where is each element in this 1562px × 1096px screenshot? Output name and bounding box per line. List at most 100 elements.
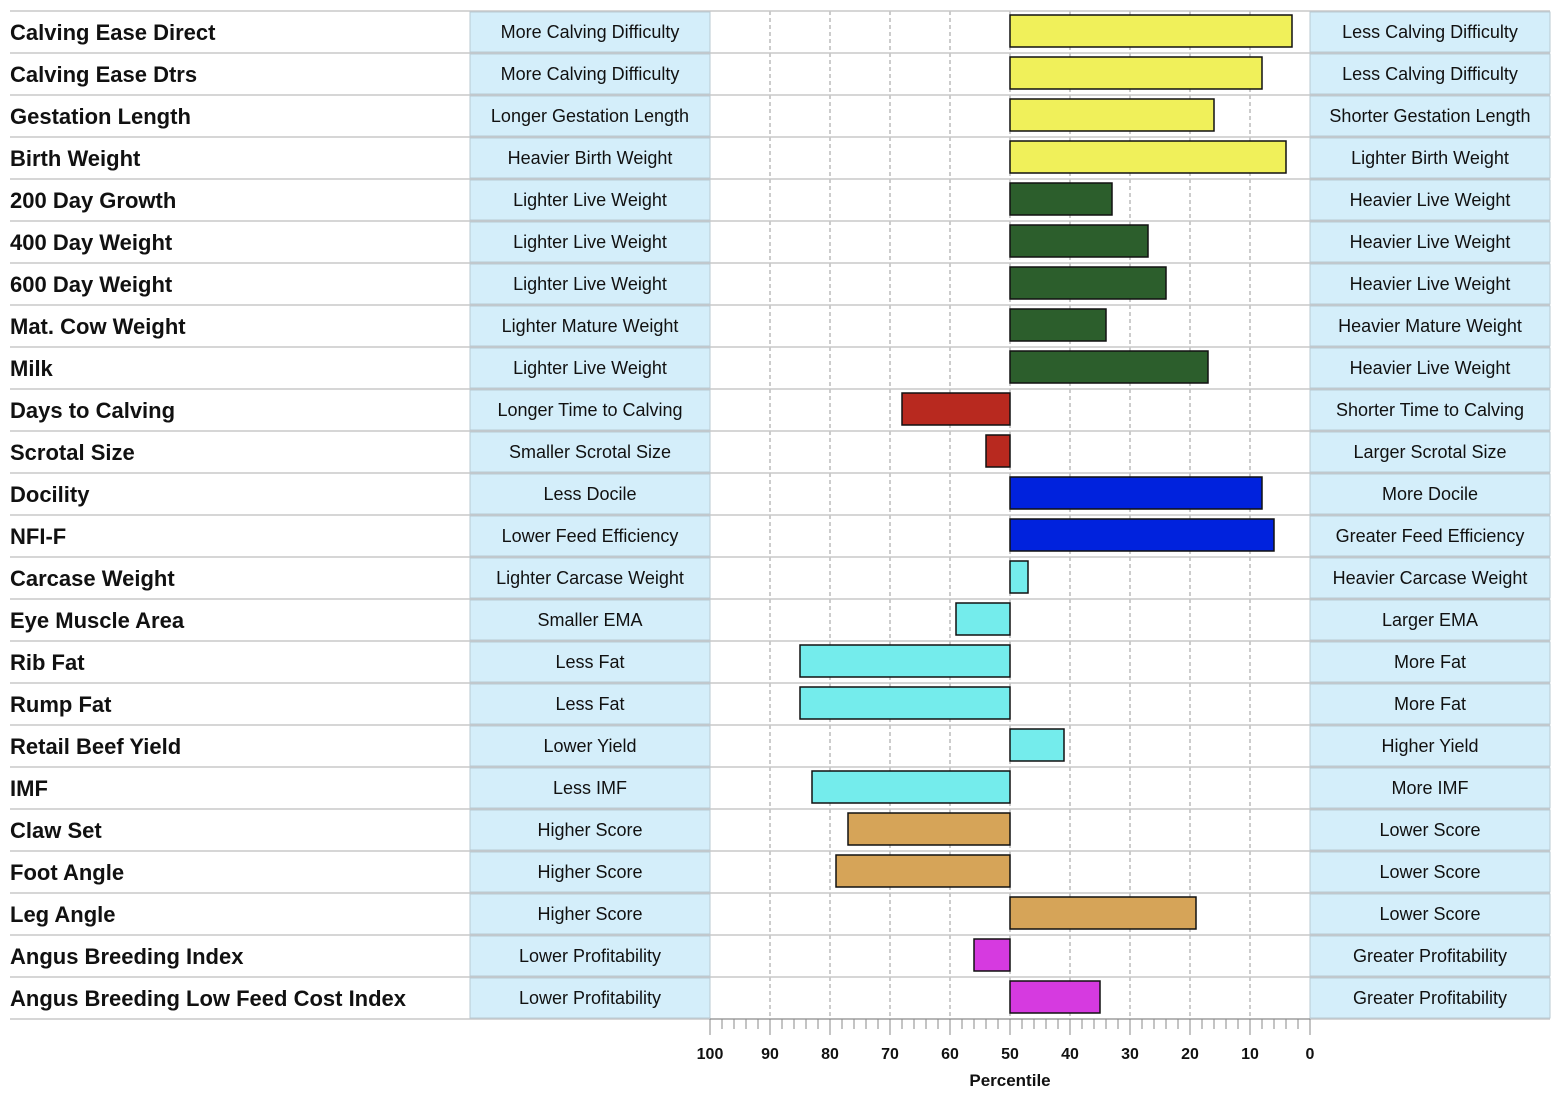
x-axis: 100 90 80 70 60 50 40 30 20 10 0 <box>697 1018 1315 1063</box>
high-label-box <box>1309 179 1551 221</box>
low-label: Lighter Live Weight <box>513 274 667 294</box>
trait-label: Rump Fat <box>10 692 112 717</box>
high-label: Heavier Mature Weight <box>1338 316 1522 336</box>
high-label-box <box>1309 515 1551 557</box>
trait-label: Gestation Length <box>10 104 191 129</box>
high-label: Higher Yield <box>1381 736 1478 756</box>
low-label-box <box>469 389 711 431</box>
trait-label: Docility <box>10 482 90 507</box>
high-label: Heavier Live Weight <box>1350 274 1511 294</box>
high-label-box <box>1309 11 1551 53</box>
high-label: Lower Score <box>1379 820 1480 840</box>
high-label-box <box>1309 389 1551 431</box>
high-label: Heavier Live Weight <box>1350 232 1511 252</box>
bar-gestation-length <box>1009 98 1215 132</box>
trait-label: Scrotal Size <box>10 440 135 465</box>
high-label-box <box>1309 641 1551 683</box>
low-label: Lower Profitability <box>519 946 661 966</box>
bar-nfi-f <box>1009 518 1275 552</box>
low-label: Lower Feed Efficiency <box>502 526 679 546</box>
high-label-box <box>1309 599 1551 641</box>
trait-label: Retail Beef Yield <box>10 734 181 759</box>
high-label: Heavier Live Weight <box>1350 358 1511 378</box>
trait-label: Birth Weight <box>10 146 141 171</box>
low-label: Less Fat <box>555 652 624 672</box>
low-label: Lighter Live Weight <box>513 232 667 252</box>
low-label: Less IMF <box>553 778 627 798</box>
high-label-box <box>1309 851 1551 893</box>
trait-label: 200 Day Growth <box>10 188 176 213</box>
low-label-box <box>469 809 711 851</box>
high-label-box <box>1309 809 1551 851</box>
high-label-box <box>1309 137 1551 179</box>
low-label: Higher Score <box>537 904 642 924</box>
x-tick-label: 0 <box>1306 1046 1315 1063</box>
trait-label: Mat. Cow Weight <box>10 314 186 339</box>
bar-rib-fat <box>799 644 1011 678</box>
low-label: Lighter Live Weight <box>513 190 667 210</box>
high-label-box <box>1309 95 1551 137</box>
low-label: Longer Time to Calving <box>497 400 682 420</box>
x-tick-label: 20 <box>1181 1046 1199 1063</box>
high-label: More Fat <box>1394 694 1466 714</box>
high-label: Less Calving Difficulty <box>1342 64 1518 84</box>
low-label-box <box>469 137 711 179</box>
trait-label: IMF <box>10 776 48 801</box>
high-label: More Docile <box>1382 484 1478 504</box>
low-label-box <box>469 305 711 347</box>
trait-label: Days to Calving <box>10 398 175 423</box>
high-label: Greater Profitability <box>1353 946 1507 966</box>
high-label: Lower Score <box>1379 904 1480 924</box>
x-tick-label: 100 <box>697 1046 724 1063</box>
bar-200-day-growth <box>1009 182 1113 216</box>
high-label-box <box>1309 557 1551 599</box>
bar-claw-set <box>847 812 1011 846</box>
high-label: Lighter Birth Weight <box>1351 148 1509 168</box>
high-label-box <box>1309 305 1551 347</box>
trait-label: Eye Muscle Area <box>10 608 185 633</box>
high-label: Less Calving Difficulty <box>1342 22 1518 42</box>
high-label-box <box>1309 683 1551 725</box>
bar-400-day-weight <box>1009 224 1149 258</box>
high-label-box <box>1309 473 1551 515</box>
bar-mat-cow-weight <box>1009 308 1107 342</box>
high-label: Heavier Carcase Weight <box>1333 568 1528 588</box>
low-label: Less Fat <box>555 694 624 714</box>
high-label: Greater Feed Efficiency <box>1336 526 1525 546</box>
trait-label: Calving Ease Direct <box>10 20 216 45</box>
bar-milk <box>1009 350 1209 384</box>
high-label-box <box>1309 725 1551 767</box>
bar-scrotal-size <box>985 434 1011 468</box>
x-tick-label: 70 <box>881 1046 899 1063</box>
low-label: More Calving Difficulty <box>501 22 680 42</box>
bar-retail-beef-yield <box>1009 728 1065 762</box>
trait-label: NFI-F <box>10 524 66 549</box>
high-label: Shorter Time to Calving <box>1336 400 1524 420</box>
low-label: Smaller EMA <box>537 610 642 630</box>
high-label: Shorter Gestation Length <box>1329 106 1530 126</box>
low-label-box <box>469 725 711 767</box>
trait-label: Calving Ease Dtrs <box>10 62 197 87</box>
trait-label: Foot Angle <box>10 860 124 885</box>
low-label-box <box>469 95 711 137</box>
trait-label: Milk <box>10 356 54 381</box>
low-label: Higher Score <box>537 862 642 882</box>
low-label-box <box>469 473 711 515</box>
bar-imf <box>811 770 1011 804</box>
high-label: Greater Profitability <box>1353 988 1507 1008</box>
bar-foot-angle <box>835 854 1011 888</box>
low-label-box <box>469 683 711 725</box>
high-label-box <box>1309 935 1551 977</box>
bar-calving-ease-dtrs <box>1009 56 1263 90</box>
high-label-box <box>1309 767 1551 809</box>
low-label-box <box>469 935 711 977</box>
high-label-box <box>1309 221 1551 263</box>
low-label-box <box>469 599 711 641</box>
low-label-box <box>469 851 711 893</box>
low-label-box <box>469 767 711 809</box>
low-label-box <box>469 263 711 305</box>
low-label-box <box>469 179 711 221</box>
x-tick-label: 40 <box>1061 1046 1079 1063</box>
bar-docility <box>1009 476 1263 510</box>
